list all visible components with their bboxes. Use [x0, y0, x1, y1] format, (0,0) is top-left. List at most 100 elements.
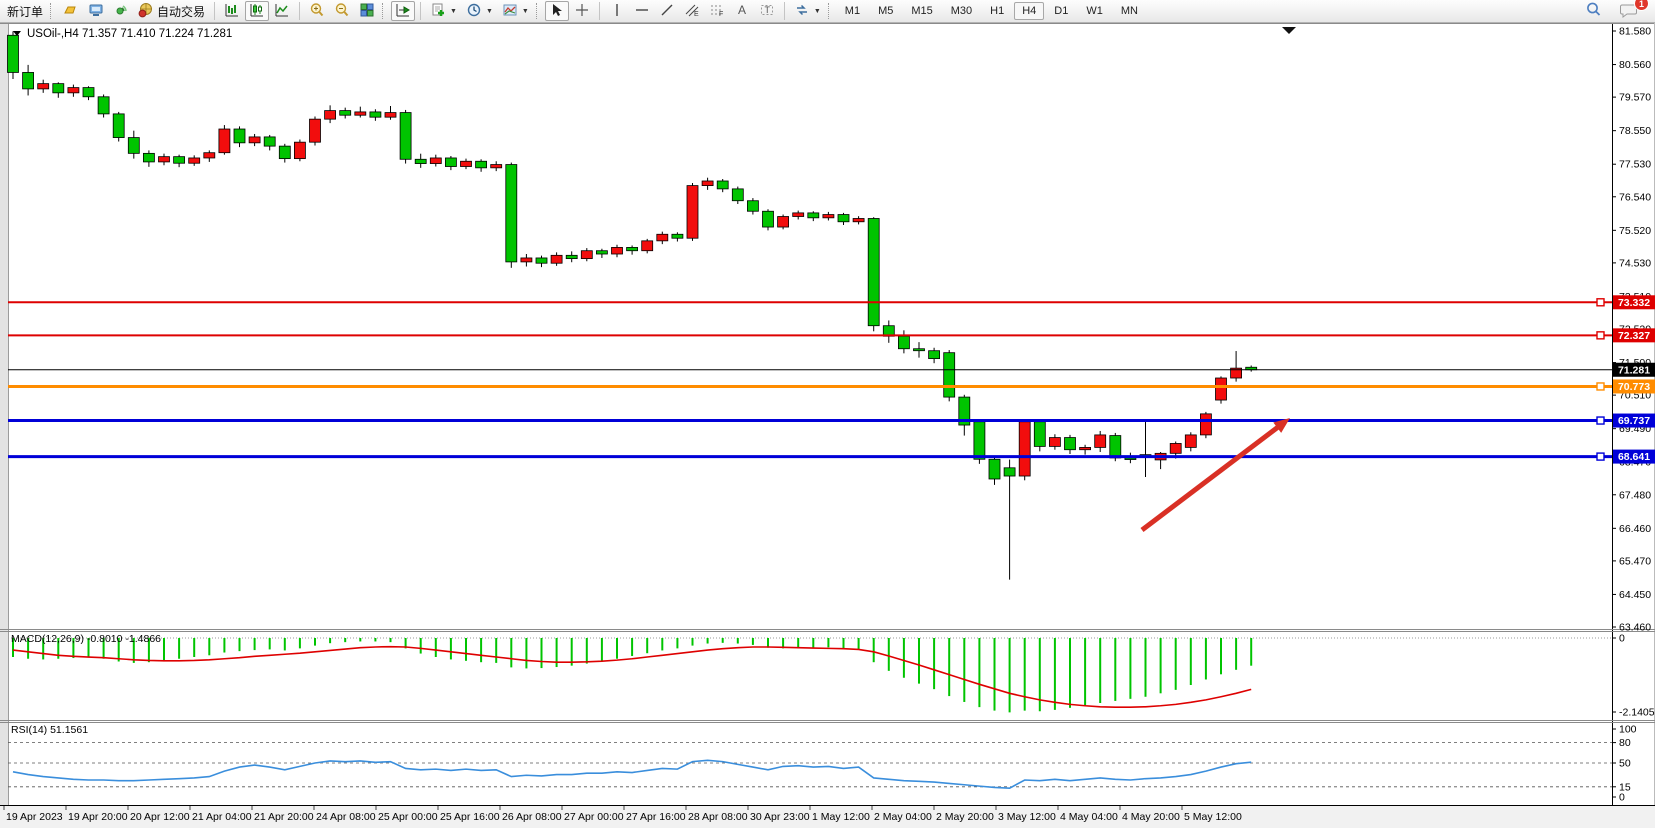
shift-marker-icon[interactable] — [1282, 27, 1296, 34]
svg-text:F: F — [719, 11, 723, 18]
chevron-down-icon: ▼ — [813, 7, 821, 15]
bar-chart-button[interactable] — [220, 1, 244, 21]
svg-text:0: 0 — [1619, 633, 1625, 645]
timeframe-button-h1[interactable]: H1 — [982, 2, 1012, 20]
svg-text:T: T — [764, 5, 770, 15]
chevron-down-icon: ▼ — [521, 7, 529, 15]
timeframe-button-m30[interactable]: M30 — [943, 2, 980, 20]
svg-text:75.520: 75.520 — [1619, 225, 1651, 237]
cursor-button[interactable] — [544, 1, 569, 21]
cycle-arrows-button[interactable]: ▼ — [790, 1, 825, 21]
svg-text:63.460: 63.460 — [1619, 622, 1651, 634]
auto-scroll-button[interactable] — [391, 1, 416, 21]
timeframe-toolbar: M1 M5 M15 M30 H1 H4 D1 W1 MN — [837, 2, 1146, 20]
svg-text:4 May 04:00: 4 May 04:00 — [1060, 811, 1118, 823]
equidistant-channel-button[interactable]: E — [680, 1, 704, 21]
toolbar-grip[interactable] — [382, 3, 386, 19]
text-button[interactable]: A — [730, 1, 754, 21]
svg-text:70.773: 70.773 — [1618, 381, 1650, 393]
toolbar-separator — [214, 2, 216, 20]
template-button[interactable]: ▼ — [498, 1, 533, 21]
svg-text:50: 50 — [1619, 758, 1631, 770]
svg-text:64.450: 64.450 — [1619, 589, 1651, 601]
chart-window[interactable]: 81.580 80.560 79.570 78.550 77.530 76.540 75.5… — [0, 23, 1655, 828]
candlestick-button[interactable] — [245, 1, 270, 21]
time-axis[interactable]: 19 Apr 2023 19 Apr 20:00 20 Apr 12:00 21 Ap… — [0, 805, 1655, 829]
timeframe-button-m1[interactable]: M1 — [837, 2, 868, 20]
new-order-button[interactable]: 新订单 — [3, 1, 47, 21]
tile-windows-icon — [359, 2, 375, 21]
zoom-out-button[interactable] — [330, 1, 354, 21]
chart-canvas[interactable]: 81.580 80.560 79.570 78.550 77.530 76.540 75.5… — [0, 23, 1655, 828]
candlestick-icon — [249, 2, 265, 21]
trendline-button[interactable] — [655, 1, 679, 21]
text-label-icon: T — [759, 2, 775, 21]
add-indicator-icon — [430, 2, 446, 21]
macd-panel[interactable]: 0 -2.1405 MACD(12,26,9) -0.8010 -1.4866 — [8, 633, 1655, 719]
svg-text:USOil-,H4 71.357 71.410 71.22: USOil-,H4 71.357 71.410 71.224 71.281 — [27, 28, 232, 40]
vertical-line-icon — [609, 2, 625, 21]
auto-trading-button[interactable]: 自动交易 — [134, 1, 209, 21]
timeframe-button-h4[interactable]: H4 — [1014, 2, 1045, 20]
svg-text:15: 15 — [1619, 781, 1631, 793]
svg-text:20 Apr 12:00: 20 Apr 12:00 — [130, 811, 190, 823]
line-chart-button[interactable] — [270, 1, 294, 21]
chevron-down-icon: ▼ — [450, 7, 457, 15]
zoom-in-button[interactable] — [305, 1, 329, 21]
timeframe-button-m5[interactable]: M5 — [870, 2, 901, 20]
terminal-button[interactable] — [84, 1, 108, 21]
svg-text:1 May 12:00: 1 May 12:00 — [812, 811, 870, 823]
periods-button[interactable]: ▼ — [462, 1, 497, 21]
svg-text:30 Apr 23:00: 30 Apr 23:00 — [750, 811, 810, 823]
toolbar-grip[interactable] — [535, 3, 540, 19]
toolbar-grip[interactable] — [50, 3, 54, 19]
timeframe-button-m15[interactable]: M15 — [903, 2, 940, 20]
add-indicator-button[interactable]: ▼ — [426, 1, 461, 21]
toolbar-separator — [598, 2, 600, 20]
timeframe-button-mn[interactable]: MN — [1113, 2, 1146, 20]
svg-text:-2.1405: -2.1405 — [1619, 706, 1655, 718]
line-chart-icon — [274, 2, 290, 21]
one-click-trading-icon[interactable] — [13, 31, 21, 36]
svg-text:65.470: 65.470 — [1619, 555, 1651, 567]
price-axis[interactable]: 81.580 80.560 79.570 78.550 77.530 76.540 75.5… — [1612, 26, 1651, 634]
auto-trading-label: 自动交易 — [157, 4, 206, 19]
trend-arrow-annotation[interactable] — [1140, 418, 1290, 532]
svg-text:68.641: 68.641 — [1618, 451, 1650, 463]
crosshair-icon — [574, 2, 590, 21]
fibonacci-button[interactable]: F — [705, 1, 729, 21]
toolbar-separator — [420, 2, 422, 20]
svg-text:74.530: 74.530 — [1619, 257, 1651, 269]
horizontal-line-button[interactable] — [630, 1, 654, 21]
svg-text:67.480: 67.480 — [1619, 489, 1651, 501]
chart-frame — [0, 23, 1655, 828]
timeframe-button-w1[interactable]: W1 — [1078, 2, 1111, 20]
template-icon — [502, 2, 518, 21]
svg-text:2 May 20:00: 2 May 20:00 — [936, 811, 994, 823]
svg-text:25 Apr 16:00: 25 Apr 16:00 — [440, 811, 500, 823]
crosshair-button[interactable] — [570, 1, 594, 21]
text-icon: A — [734, 2, 750, 21]
vertical-line-button[interactable] — [605, 1, 629, 21]
chevron-down-icon: ▼ — [485, 7, 493, 15]
text-label-button[interactable]: T — [755, 1, 779, 21]
svg-text:A: A — [738, 3, 746, 17]
tile-windows-button[interactable] — [355, 1, 379, 21]
svg-text:19 Apr 20:00: 19 Apr 20:00 — [68, 811, 128, 823]
search-button[interactable] — [1581, 1, 1606, 21]
toolbar-grip[interactable] — [827, 3, 832, 19]
signal-icon — [113, 2, 129, 21]
svg-text:MACD(12,26,9) -0.8010 -1.4866: MACD(12,26,9) -0.8010 -1.4866 — [11, 633, 161, 645]
gold-button[interactable] — [59, 1, 83, 21]
notification-badge[interactable]: 1 — [1634, 0, 1649, 11]
cursor-icon — [549, 2, 565, 21]
svg-text:4 May 20:00: 4 May 20:00 — [1122, 811, 1180, 823]
svg-text:RSI(14) 51.1561: RSI(14) 51.1561 — [11, 724, 88, 736]
svg-text:5 May 12:00: 5 May 12:00 — [1184, 811, 1242, 823]
timeframe-button-d1[interactable]: D1 — [1046, 2, 1076, 20]
signal-button[interactable] — [109, 1, 133, 21]
horizontal-lines[interactable] — [8, 298, 1612, 461]
svg-text:80: 80 — [1619, 737, 1631, 749]
zoom-in-icon — [309, 2, 325, 21]
